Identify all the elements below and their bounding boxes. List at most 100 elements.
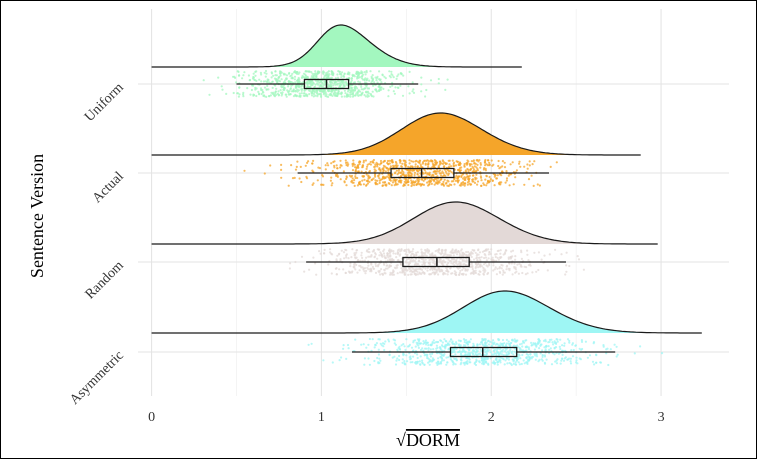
point-random — [543, 254, 546, 257]
point-random — [318, 250, 321, 253]
point-uniform — [263, 86, 267, 89]
box-asymmetric — [449, 346, 518, 358]
point-random — [425, 254, 428, 257]
point-asymmetric — [435, 361, 438, 365]
point-random — [428, 263, 432, 266]
point-actual — [451, 159, 454, 162]
point-asymmetric — [602, 344, 605, 347]
point-actual — [475, 173, 478, 176]
point-random — [514, 268, 518, 271]
point-uniform — [249, 93, 252, 96]
point-asymmetric — [490, 353, 494, 356]
point-asymmetric — [445, 344, 448, 347]
point-uniform — [278, 70, 282, 73]
point-asymmetric — [555, 362, 559, 365]
point-uniform — [325, 72, 328, 75]
point-uniform — [362, 73, 365, 76]
point-actual — [473, 170, 476, 173]
point-actual — [443, 178, 446, 181]
point-actual — [379, 170, 382, 173]
point-actual — [401, 162, 404, 165]
point-asymmetric — [538, 339, 541, 342]
point-asymmetric — [438, 352, 441, 355]
point-actual — [420, 183, 424, 186]
point-asymmetric — [521, 345, 524, 348]
point-actual — [327, 164, 330, 167]
point-asymmetric — [557, 352, 561, 355]
point-actual — [356, 176, 359, 180]
point-asymmetric — [411, 361, 414, 364]
point-actual — [414, 165, 417, 168]
point-uniform — [351, 95, 354, 98]
point-actual — [410, 181, 414, 184]
point-random — [401, 270, 404, 273]
point-actual — [501, 165, 504, 168]
point-random — [362, 268, 365, 271]
point-uniform — [349, 84, 352, 87]
point-actual — [500, 181, 503, 184]
point-actual — [408, 159, 411, 162]
point-uniform — [347, 77, 350, 80]
point-asymmetric — [472, 342, 475, 345]
point-random — [392, 273, 396, 276]
series-layer — [151, 24, 702, 367]
point-actual — [467, 168, 470, 171]
point-uniform — [238, 86, 241, 89]
point-asymmetric — [383, 348, 386, 352]
point-uniform — [429, 79, 433, 82]
point-asymmetric — [476, 349, 479, 353]
point-asymmetric — [602, 345, 605, 348]
point-uniform — [325, 95, 328, 98]
point-asymmetric — [513, 340, 517, 343]
point-random — [446, 253, 449, 256]
point-random — [397, 251, 400, 255]
point-asymmetric — [459, 353, 462, 356]
point-asymmetric — [403, 362, 406, 365]
point-random — [389, 265, 392, 268]
point-uniform — [254, 74, 257, 77]
point-uniform — [262, 94, 266, 97]
point-actual — [424, 159, 427, 162]
point-random — [516, 263, 519, 266]
point-random — [394, 267, 397, 270]
point-random — [323, 252, 326, 255]
point-random — [475, 257, 478, 260]
point-actual — [304, 164, 307, 167]
point-uniform — [320, 90, 323, 93]
point-asymmetric — [485, 361, 488, 364]
point-uniform — [408, 92, 411, 95]
point-asymmetric — [405, 354, 408, 357]
point-asymmetric — [428, 360, 431, 363]
point-random — [430, 258, 433, 261]
point-asymmetric — [377, 361, 380, 364]
point-asymmetric — [485, 341, 488, 344]
point-actual — [365, 184, 368, 187]
point-uniform — [371, 78, 375, 81]
point-actual — [336, 167, 339, 170]
point-actual — [470, 160, 473, 163]
point-random — [383, 272, 386, 275]
point-random — [361, 259, 364, 262]
point-random — [335, 258, 338, 261]
point-actual — [470, 163, 473, 166]
point-random — [513, 262, 516, 265]
point-uniform — [221, 88, 224, 91]
point-random — [430, 267, 434, 270]
point-uniform — [327, 90, 330, 93]
point-random — [373, 256, 376, 259]
point-random — [439, 261, 442, 264]
point-asymmetric — [465, 341, 468, 344]
point-random — [502, 269, 505, 272]
point-uniform — [316, 89, 319, 93]
point-actual — [389, 179, 392, 182]
point-random — [445, 263, 449, 266]
point-asymmetric — [475, 353, 478, 356]
point-uniform — [363, 71, 366, 74]
point-actual — [440, 178, 443, 181]
point-random — [387, 256, 390, 259]
point-uniform — [318, 89, 322, 92]
point-uniform — [242, 93, 245, 96]
point-asymmetric — [576, 362, 579, 365]
point-actual — [466, 181, 469, 184]
